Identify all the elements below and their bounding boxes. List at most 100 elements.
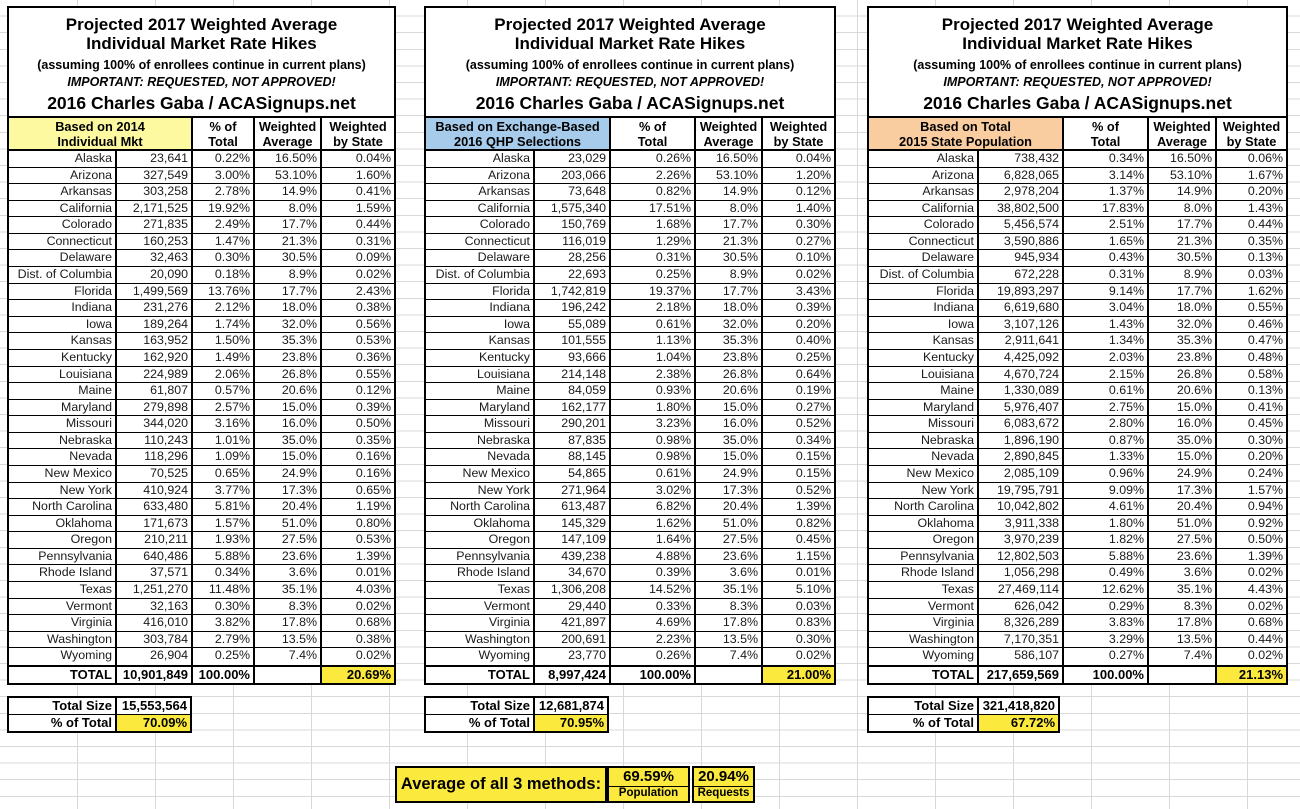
total-label-cell[interactable]: TOTAL (869, 666, 979, 683)
state-name-cell[interactable]: Washington (426, 631, 535, 648)
weighted-average-cell[interactable]: 16.50% (255, 151, 322, 167)
state-name-cell[interactable]: Colorado (426, 217, 535, 233)
enrollment-value-cell[interactable]: 23,770 (535, 648, 611, 665)
pct-of-total-cell[interactable]: 9.09% (1064, 482, 1149, 499)
weighted-by-state-header[interactable]: Weighted by State (769, 119, 828, 149)
pct-of-total-cell[interactable]: 13.76% (193, 283, 255, 300)
pct-of-total-cell[interactable]: 5.81% (193, 499, 255, 515)
enrollment-value-cell[interactable]: 32,163 (117, 598, 193, 615)
state-name-cell[interactable]: Nevada (869, 449, 979, 465)
weighted-average-cell[interactable]: 8.9% (1149, 267, 1217, 283)
weighted-average-cell[interactable]: 3.6% (1149, 565, 1217, 582)
enrollment-value-cell[interactable]: 421,897 (535, 615, 611, 631)
pct-of-total-cell[interactable]: 0.34% (1064, 151, 1149, 167)
weighted-by-state-cell[interactable]: 0.09% (355, 250, 391, 265)
weighted-by-state-cell[interactable]: 0.53% (355, 333, 391, 348)
enrollment-value-cell[interactable]: 118,296 (117, 449, 193, 465)
weighted-average-cell[interactable]: 15.0% (696, 449, 763, 465)
enrollment-value-cell[interactable]: 1,251,270 (117, 582, 193, 598)
weighted-by-state-cell[interactable]: 0.20% (795, 316, 831, 331)
total-pct-cell[interactable]: 100.00% (1064, 666, 1149, 683)
state-name-cell[interactable]: Delaware (869, 250, 979, 267)
state-name-cell[interactable]: Arizona (9, 167, 117, 184)
weighted-average-cell[interactable]: 24.9% (1149, 465, 1217, 482)
total-pct-cell[interactable]: 100.00% (193, 666, 255, 683)
enrollment-value-cell[interactable]: 3,970,239 (979, 532, 1064, 548)
enrollment-value-cell[interactable]: 303,258 (117, 184, 193, 200)
state-name-cell[interactable]: Maine (869, 383, 979, 399)
enrollment-value-cell[interactable]: 110,243 (117, 432, 193, 449)
state-name-cell[interactable]: Florida (426, 283, 535, 300)
weighted-by-state-cell[interactable]: 0.06% (1247, 151, 1283, 165)
weighted-average-cell[interactable]: 20.6% (255, 383, 322, 399)
weighted-average-cell[interactable]: 15.0% (1149, 399, 1217, 416)
enrollment-value-cell[interactable]: 163,952 (117, 333, 193, 349)
state-name-cell[interactable]: Virginia (9, 615, 117, 631)
state-name-cell[interactable]: Texas (869, 582, 979, 598)
state-name-cell[interactable]: Maryland (869, 399, 979, 416)
enrollment-value-cell[interactable]: 626,042 (979, 598, 1064, 615)
weighted-by-state-cell[interactable]: 0.44% (1247, 631, 1283, 646)
enrollment-value-cell[interactable]: 224,989 (117, 366, 193, 383)
state-name-cell[interactable]: New Mexico (426, 465, 535, 482)
total-weighted-by-state-cell[interactable]: 21.13% (1217, 666, 1286, 683)
weighted-by-state-cell[interactable]: 0.68% (1247, 615, 1283, 630)
weighted-average-header[interactable]: Weighted Average (255, 118, 322, 149)
weighted-by-state-cell[interactable]: 0.53% (355, 532, 391, 547)
state-name-cell[interactable]: Oregon (9, 532, 117, 548)
pct-of-total-cell[interactable]: 0.26% (611, 648, 696, 665)
state-name-cell[interactable]: Indiana (869, 300, 979, 316)
weighted-by-state-cell[interactable]: 0.16% (355, 465, 391, 480)
pct-of-total-cell[interactable]: 0.31% (1064, 267, 1149, 283)
state-name-cell[interactable]: California (426, 200, 535, 217)
pct-of-total-cell[interactable]: 3.23% (611, 416, 696, 432)
pct-of-total-cell[interactable]: 1.43% (1064, 316, 1149, 333)
enrollment-value-cell[interactable]: 3,911,338 (979, 515, 1064, 532)
weighted-average-cell[interactable]: 17.3% (1149, 482, 1217, 499)
weighted-average-cell[interactable]: 20.6% (1149, 383, 1217, 399)
enrollment-value-cell[interactable]: 279,898 (117, 399, 193, 416)
state-name-cell[interactable]: Kansas (426, 333, 535, 349)
weighted-average-cell[interactable]: 15.0% (696, 399, 763, 416)
enrollment-value-cell[interactable]: 61,807 (117, 383, 193, 399)
weighted-average-cell[interactable]: 14.9% (255, 184, 322, 200)
pct-of-total-cell[interactable]: 2.51% (1064, 217, 1149, 233)
state-name-cell[interactable]: Rhode Island (869, 565, 979, 582)
weighted-average-cell[interactable]: 53.10% (255, 167, 322, 184)
weighted-average-cell[interactable]: 20.4% (696, 499, 763, 515)
pct-of-total-cell[interactable]: 2.38% (611, 366, 696, 383)
weighted-average-cell[interactable]: 17.7% (255, 283, 322, 300)
pct-of-total-cell[interactable]: 0.49% (1064, 565, 1149, 582)
enrollment-value-cell[interactable]: 171,673 (117, 515, 193, 532)
pct-of-total-cell[interactable]: 1.37% (1064, 184, 1149, 200)
state-name-cell[interactable]: Maine (426, 383, 535, 399)
state-name-cell[interactable]: California (869, 200, 979, 217)
enrollment-value-cell[interactable]: 6,828,065 (979, 167, 1064, 184)
enrollment-value-cell[interactable]: 210,211 (117, 532, 193, 548)
weighted-by-state-cell[interactable]: 0.52% (795, 416, 831, 431)
total-weighted-by-state-cell[interactable]: 20.69% (322, 666, 394, 683)
weighted-average-cell[interactable]: 7.4% (696, 648, 763, 665)
weighted-average-cell[interactable]: 51.0% (1149, 515, 1217, 532)
enrollment-value-cell[interactable]: 2,978,204 (979, 184, 1064, 200)
weighted-average-cell[interactable]: 17.7% (1149, 217, 1217, 233)
weighted-by-state-cell[interactable]: 1.40% (795, 200, 831, 215)
pct-of-total-cell[interactable]: 2.18% (611, 300, 696, 316)
weighted-by-state-cell[interactable]: 1.39% (355, 548, 391, 563)
weighted-by-state-cell[interactable]: 0.20% (1247, 184, 1283, 199)
pct-of-total-cell[interactable]: 5.88% (193, 548, 255, 565)
state-name-cell[interactable]: Louisiana (9, 366, 117, 383)
weighted-average-cell[interactable]: 16.0% (696, 416, 763, 432)
weighted-by-state-cell[interactable]: 0.01% (795, 565, 831, 580)
enrollment-value-cell[interactable]: 290,201 (535, 416, 611, 432)
pct-of-total-header[interactable]: % of Total (611, 118, 696, 149)
enrollment-value-cell[interactable]: 147,109 (535, 532, 611, 548)
enrollment-value-cell[interactable]: 640,486 (117, 548, 193, 565)
state-name-cell[interactable]: Alaska (869, 151, 979, 167)
weighted-average-cell[interactable]: 32.0% (1149, 316, 1217, 333)
weighted-by-state-cell[interactable]: 0.02% (355, 648, 391, 663)
weighted-average-cell[interactable]: 51.0% (255, 515, 322, 532)
total-size-value[interactable]: 321,418,820 (982, 698, 1055, 713)
enrollment-value-cell[interactable]: 586,107 (979, 648, 1064, 665)
pct-of-total-cell[interactable]: 2.79% (193, 631, 255, 648)
